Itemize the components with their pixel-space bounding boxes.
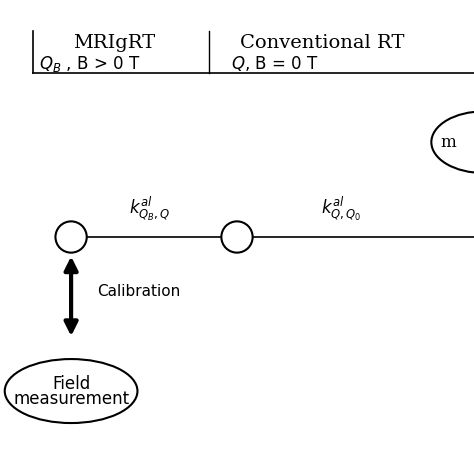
Ellipse shape [5, 359, 137, 423]
Text: Calibration: Calibration [97, 284, 181, 299]
Text: m: m [440, 134, 456, 151]
Text: $k^{al}_{Q_B,Q}$: $k^{al}_{Q_B,Q}$ [128, 194, 170, 223]
Ellipse shape [431, 111, 474, 173]
Circle shape [55, 221, 87, 253]
Text: Field: Field [52, 375, 90, 393]
Text: measurement: measurement [13, 390, 129, 408]
Text: $Q$, B = 0 T: $Q$, B = 0 T [231, 55, 319, 73]
Text: MRIgRT: MRIgRT [73, 34, 155, 52]
Text: Conventional RT: Conventional RT [240, 34, 405, 52]
Text: $k^{al}_{Q,Q_0}$: $k^{al}_{Q,Q_0}$ [321, 194, 362, 223]
Text: $Q_B$ , B > 0 T: $Q_B$ , B > 0 T [39, 54, 141, 74]
Circle shape [221, 221, 253, 253]
